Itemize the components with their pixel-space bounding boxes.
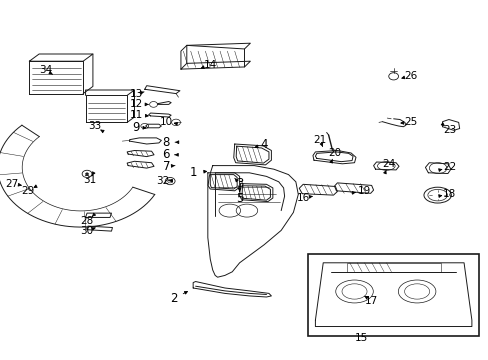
Text: 11: 11 bbox=[129, 110, 142, 120]
Text: 8: 8 bbox=[162, 136, 170, 149]
Text: 9: 9 bbox=[132, 121, 140, 134]
Text: 34: 34 bbox=[39, 65, 52, 75]
Text: 32: 32 bbox=[156, 176, 169, 186]
Text: 30: 30 bbox=[81, 226, 93, 236]
Text: 23: 23 bbox=[442, 125, 456, 135]
Text: 27: 27 bbox=[5, 179, 19, 189]
Text: 18: 18 bbox=[442, 189, 456, 199]
Text: 19: 19 bbox=[357, 186, 370, 196]
Text: 4: 4 bbox=[260, 138, 267, 150]
Text: 16: 16 bbox=[296, 193, 309, 203]
Text: 5: 5 bbox=[235, 192, 243, 204]
Bar bbox=[346, 263, 440, 273]
Text: 29: 29 bbox=[21, 186, 35, 196]
Text: 2: 2 bbox=[169, 292, 177, 305]
Text: 14: 14 bbox=[203, 60, 217, 70]
Text: 3: 3 bbox=[235, 177, 243, 190]
Text: 12: 12 bbox=[129, 99, 142, 109]
Text: 28: 28 bbox=[80, 216, 94, 226]
Text: 21: 21 bbox=[313, 135, 326, 145]
Text: 13: 13 bbox=[129, 89, 142, 99]
Text: 31: 31 bbox=[82, 175, 96, 185]
Text: 17: 17 bbox=[364, 296, 378, 306]
Bar bbox=[307, 254, 478, 336]
Text: 25: 25 bbox=[403, 117, 417, 127]
Text: 10: 10 bbox=[160, 117, 172, 127]
Text: 7: 7 bbox=[162, 160, 170, 173]
Text: 1: 1 bbox=[189, 166, 197, 179]
Ellipse shape bbox=[85, 173, 88, 175]
Text: 20: 20 bbox=[328, 148, 341, 158]
Text: 15: 15 bbox=[354, 333, 368, 343]
Text: 26: 26 bbox=[403, 71, 417, 81]
Text: 22: 22 bbox=[442, 162, 456, 172]
Text: 6: 6 bbox=[162, 148, 170, 161]
Text: 33: 33 bbox=[87, 121, 101, 131]
Text: 24: 24 bbox=[381, 159, 395, 169]
